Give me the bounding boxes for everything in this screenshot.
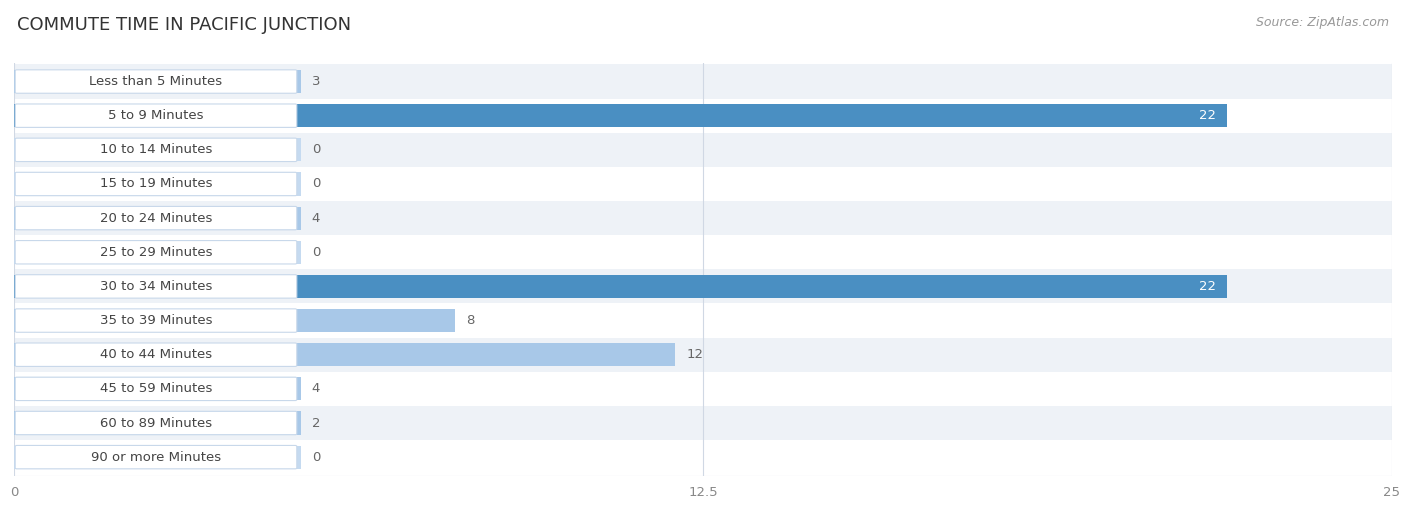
Text: 4: 4 xyxy=(312,382,321,395)
Bar xyxy=(14,64,1392,99)
Text: 2: 2 xyxy=(312,416,321,429)
FancyBboxPatch shape xyxy=(15,207,297,230)
Bar xyxy=(14,133,1392,167)
Text: Less than 5 Minutes: Less than 5 Minutes xyxy=(90,75,222,88)
Text: 35 to 39 Minutes: 35 to 39 Minutes xyxy=(100,314,212,327)
Bar xyxy=(14,275,1226,298)
Text: 5 to 9 Minutes: 5 to 9 Minutes xyxy=(108,109,204,122)
Text: 0: 0 xyxy=(312,451,321,464)
Text: 60 to 89 Minutes: 60 to 89 Minutes xyxy=(100,416,212,429)
Bar xyxy=(14,207,301,230)
Text: 4: 4 xyxy=(312,212,321,224)
Text: 30 to 34 Minutes: 30 to 34 Minutes xyxy=(100,280,212,293)
Bar xyxy=(14,104,1226,127)
FancyBboxPatch shape xyxy=(15,172,297,196)
Text: 12: 12 xyxy=(686,348,703,361)
Bar xyxy=(14,167,1392,201)
FancyBboxPatch shape xyxy=(15,275,297,298)
Text: 3: 3 xyxy=(312,75,321,88)
FancyBboxPatch shape xyxy=(15,377,297,401)
Text: 22: 22 xyxy=(1198,280,1216,293)
Bar xyxy=(14,377,301,401)
Bar xyxy=(14,241,301,264)
Text: 22: 22 xyxy=(1198,109,1216,122)
FancyBboxPatch shape xyxy=(15,241,297,264)
FancyBboxPatch shape xyxy=(15,343,297,367)
Text: 0: 0 xyxy=(312,143,321,156)
FancyBboxPatch shape xyxy=(15,138,297,162)
Bar xyxy=(14,303,1392,338)
Text: 90 or more Minutes: 90 or more Minutes xyxy=(91,451,221,464)
Bar xyxy=(14,440,1392,474)
Text: 25 to 29 Minutes: 25 to 29 Minutes xyxy=(100,246,212,259)
FancyBboxPatch shape xyxy=(15,70,297,93)
FancyBboxPatch shape xyxy=(15,446,297,469)
Bar xyxy=(14,99,1392,133)
Text: 45 to 59 Minutes: 45 to 59 Minutes xyxy=(100,382,212,395)
Bar xyxy=(14,309,456,332)
FancyBboxPatch shape xyxy=(15,104,297,128)
Bar xyxy=(14,343,675,366)
Bar xyxy=(14,173,301,196)
Text: 20 to 24 Minutes: 20 to 24 Minutes xyxy=(100,212,212,224)
Text: Source: ZipAtlas.com: Source: ZipAtlas.com xyxy=(1256,16,1389,29)
Text: 0: 0 xyxy=(312,177,321,190)
FancyBboxPatch shape xyxy=(15,309,297,332)
Bar xyxy=(14,406,1392,440)
Bar xyxy=(14,269,1392,303)
Text: 0: 0 xyxy=(312,246,321,259)
Text: 15 to 19 Minutes: 15 to 19 Minutes xyxy=(100,177,212,190)
Bar xyxy=(14,201,1392,235)
FancyBboxPatch shape xyxy=(15,411,297,435)
Bar xyxy=(14,235,1392,269)
Text: 40 to 44 Minutes: 40 to 44 Minutes xyxy=(100,348,212,361)
Bar xyxy=(14,412,301,435)
Bar xyxy=(14,338,1392,372)
Bar xyxy=(14,70,301,93)
Bar xyxy=(14,138,301,162)
Text: 8: 8 xyxy=(465,314,474,327)
Text: 10 to 14 Minutes: 10 to 14 Minutes xyxy=(100,143,212,156)
Bar xyxy=(14,372,1392,406)
Bar xyxy=(14,446,301,469)
Text: COMMUTE TIME IN PACIFIC JUNCTION: COMMUTE TIME IN PACIFIC JUNCTION xyxy=(17,16,352,33)
